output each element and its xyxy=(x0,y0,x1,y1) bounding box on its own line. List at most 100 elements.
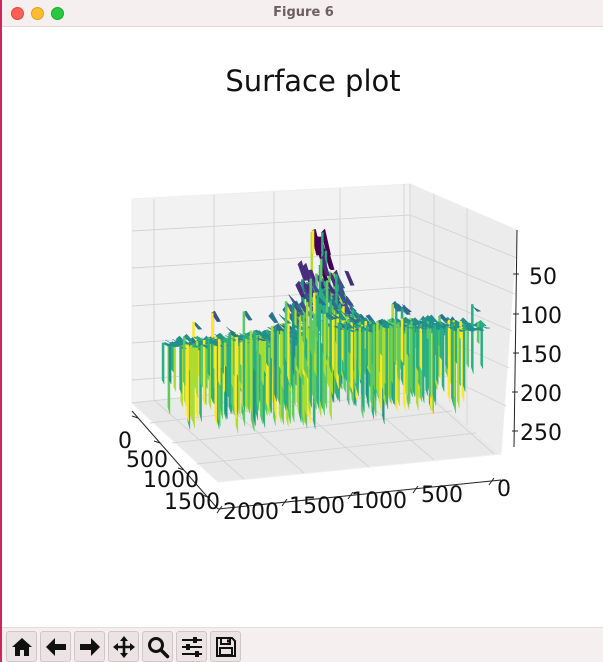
surface-facet xyxy=(337,287,348,304)
figure-canvas[interactable]: Surface plot 0 500 1000 1500 2000 0 500 … xyxy=(4,27,603,627)
surface-facet xyxy=(242,310,253,321)
surface-facet xyxy=(182,333,193,342)
z-tick-label: 150 xyxy=(520,343,562,368)
surface-facet xyxy=(298,314,302,379)
surface-facet xyxy=(409,318,421,325)
maximize-window-button[interactable] xyxy=(51,7,64,20)
surface-facet xyxy=(376,321,379,396)
x-axis-line xyxy=(217,479,502,510)
zoom-icon xyxy=(148,637,170,659)
surface-facet xyxy=(350,321,353,393)
surface-facet xyxy=(259,336,262,356)
surface-facet xyxy=(348,328,351,355)
minimize-window-button[interactable] xyxy=(31,7,44,20)
surface-facet xyxy=(242,336,246,412)
surface-facet xyxy=(305,302,309,342)
surface-facet xyxy=(418,326,428,330)
surface-facet xyxy=(268,311,279,324)
surface-facet xyxy=(414,318,425,323)
surface-facet xyxy=(471,304,482,312)
surface-facet xyxy=(335,274,346,289)
surface-plot[interactable]: Surface plot 0 500 1000 1500 2000 0 500 … xyxy=(4,27,603,627)
surface-facet xyxy=(200,344,203,388)
surface-facet xyxy=(362,328,365,413)
surface-facet xyxy=(391,300,402,312)
surface-facet xyxy=(445,325,455,329)
surface-facet xyxy=(325,280,329,361)
surface-facet xyxy=(351,309,362,317)
configure-subplots-button[interactable] xyxy=(176,631,207,662)
title-bar[interactable]: Figure 6 xyxy=(2,0,603,27)
y-tick-label: 500 xyxy=(126,448,168,473)
surface-facet xyxy=(468,327,479,331)
surface-facet xyxy=(326,312,338,320)
surface-facet xyxy=(287,306,290,383)
surface-facet xyxy=(196,335,207,341)
surface-facet xyxy=(319,258,323,283)
surface-facet xyxy=(346,302,358,312)
pan-button[interactable] xyxy=(108,631,139,662)
surface-facet xyxy=(210,343,214,404)
surface-facet xyxy=(439,323,450,327)
surface-facet xyxy=(291,303,302,313)
surface-facet xyxy=(329,298,340,310)
surface-facet xyxy=(168,341,180,348)
surface-facet xyxy=(325,279,336,294)
forward-button[interactable] xyxy=(74,631,105,662)
surface-facet xyxy=(454,327,458,365)
surface-facet xyxy=(433,324,437,357)
surface-facet xyxy=(202,339,206,406)
surface-facet xyxy=(476,322,480,345)
surface-facet xyxy=(471,304,474,374)
close-window-button[interactable] xyxy=(11,7,24,20)
surface-facet xyxy=(476,319,488,327)
surface-facet xyxy=(480,325,491,329)
surface-facet xyxy=(168,343,172,385)
surface-facet xyxy=(382,322,385,387)
x-tick-label: 1000 xyxy=(351,489,407,514)
surface-facet xyxy=(462,323,466,392)
x-tick-labels: 0 500 1000 1500 2000 xyxy=(223,477,511,525)
surface-facet xyxy=(316,295,327,306)
surface-facet xyxy=(186,344,189,422)
surface-facet xyxy=(312,292,316,315)
surface-facet xyxy=(353,328,357,362)
surface-facet xyxy=(311,228,322,254)
surface-facet xyxy=(435,323,439,385)
y-tick-label: 0 xyxy=(118,429,132,454)
window-title: Figure 6 xyxy=(273,5,334,20)
surface-facet xyxy=(223,341,227,368)
home-button[interactable] xyxy=(6,631,37,662)
surface-facet xyxy=(210,310,221,322)
surface-facet xyxy=(256,334,260,411)
surface-facet xyxy=(474,327,486,331)
surface-facet xyxy=(400,318,411,323)
surface-facet xyxy=(321,228,331,256)
surface-facet xyxy=(239,332,249,337)
back-button[interactable] xyxy=(40,631,71,662)
surface-facet xyxy=(337,322,341,379)
z-tick-labels: 50 100 150 200 250 xyxy=(520,265,562,446)
y-axis-line xyxy=(131,410,219,510)
surface-facet xyxy=(214,334,225,339)
surface-facet xyxy=(379,321,390,329)
forward-arrow-icon xyxy=(80,638,100,656)
save-button[interactable] xyxy=(210,631,241,662)
surface-facet xyxy=(189,345,193,421)
surface-facet xyxy=(419,319,423,371)
surface-facet xyxy=(189,343,201,348)
surface-facet xyxy=(274,325,277,402)
surface-facet xyxy=(284,301,288,364)
surface-facet xyxy=(309,278,320,293)
zoom-button[interactable] xyxy=(142,631,173,662)
surface-facet xyxy=(404,326,414,329)
back-arrow-icon xyxy=(46,638,66,656)
surface-facet xyxy=(274,323,285,331)
surface-facet xyxy=(261,331,264,386)
surface-facet xyxy=(192,343,195,429)
z-tick-label: 200 xyxy=(520,382,562,407)
surface-facet xyxy=(173,341,177,392)
surface-facet xyxy=(195,340,199,398)
surface-facet xyxy=(295,280,306,298)
